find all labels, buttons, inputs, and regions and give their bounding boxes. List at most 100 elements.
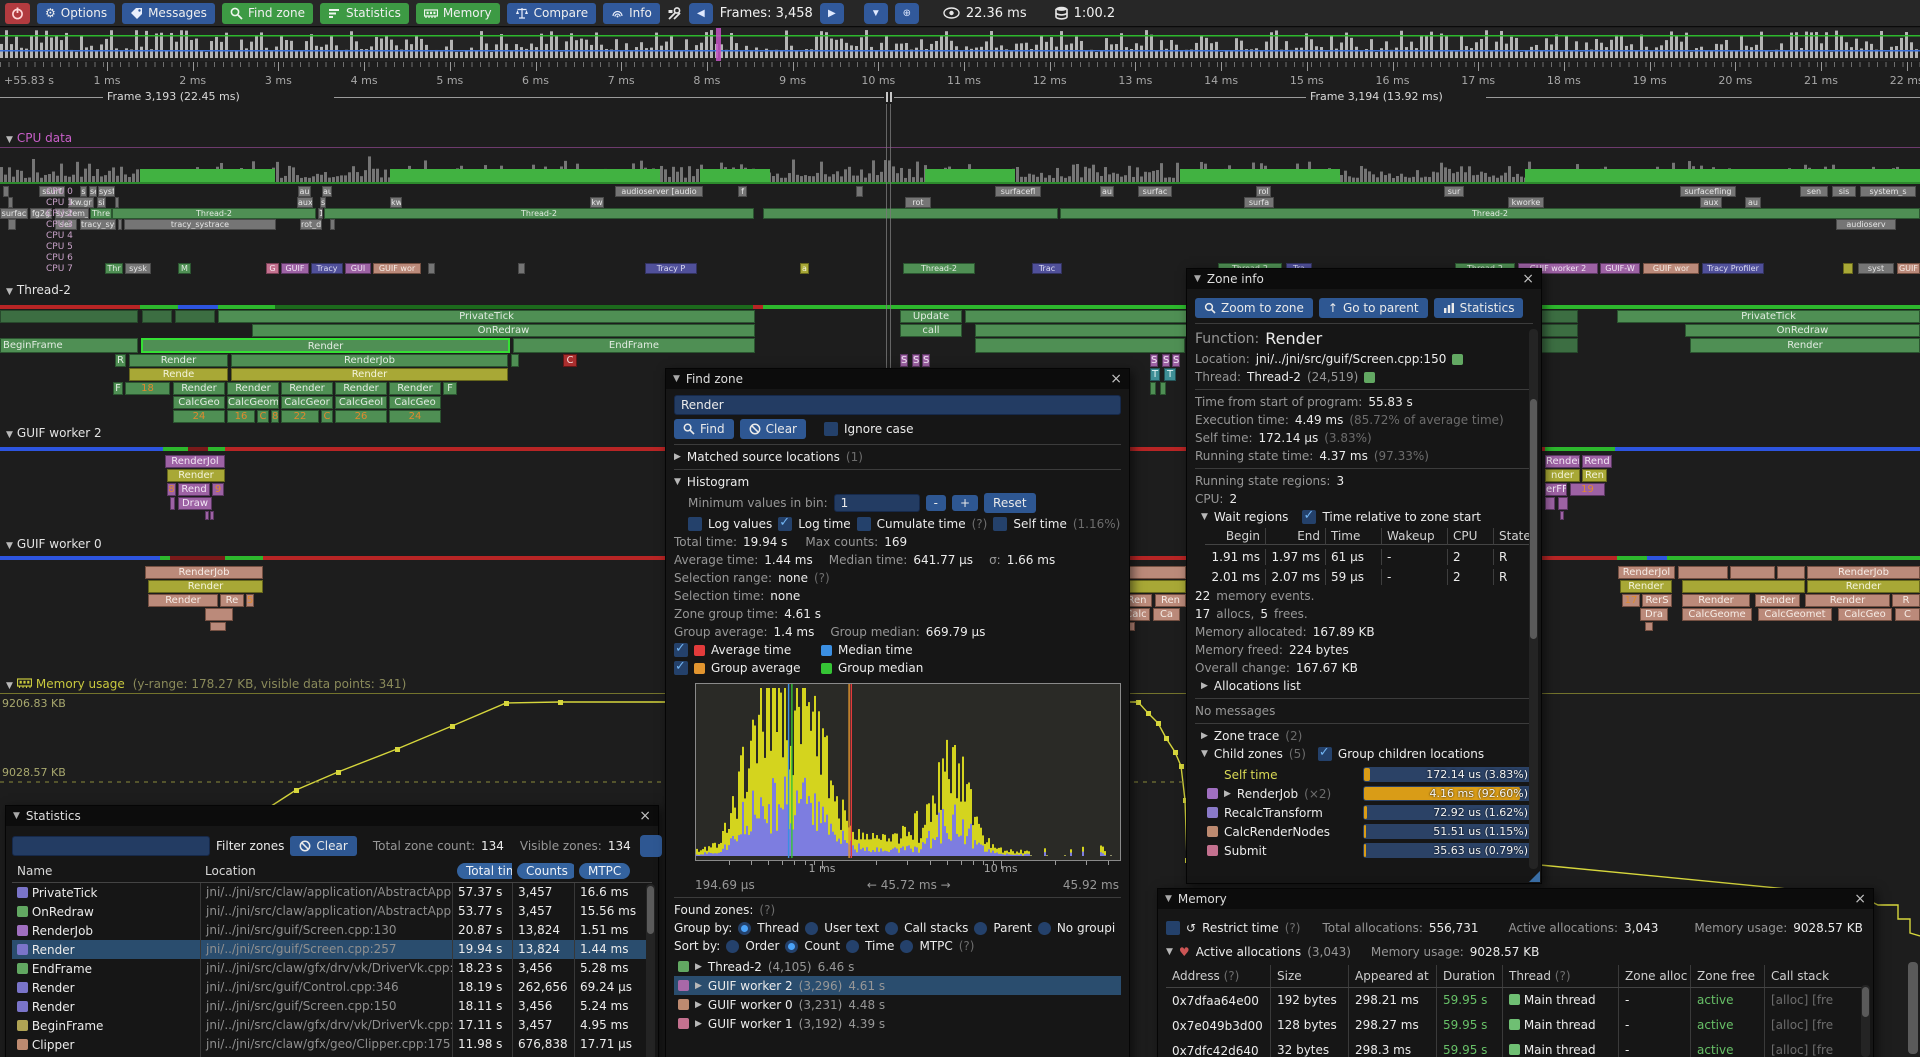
timeline-zone[interactable] (210, 511, 214, 520)
timeline-zone[interactable]: F (113, 382, 123, 395)
find-zone-histogram[interactable] (695, 683, 1121, 861)
timeline-zone[interactable]: Render (227, 382, 279, 395)
allocation-row[interactable]: 0x7e049b3d00 128 bytes 298.27 ms 59.95 s… (1166, 1013, 1865, 1038)
collapse-icon[interactable]: ▼ (1201, 512, 1208, 522)
decrease-button[interactable]: - (925, 495, 946, 511)
statistics-table-row[interactable]: BeginFrame jni/../jni/src/claw/gfx/drv/v… (12, 1016, 652, 1035)
timeline-zone[interactable]: CalcGeomet (1758, 608, 1832, 621)
timeline-zone[interactable] (142, 310, 172, 323)
timeline-zone[interactable] (205, 608, 233, 621)
timeline-zone[interactable] (118, 219, 122, 230)
statistics-table-row[interactable]: RenderJob jni/../jni/src/guif/Screen.cpp… (12, 921, 652, 940)
timeline-zone[interactable]: kw (590, 197, 604, 208)
timeline-zone[interactable] (1122, 580, 1186, 593)
timeline-zone[interactable]: tracy_syst (80, 219, 116, 230)
timeline-zone[interactable]: Render (129, 354, 228, 367)
filter-zones-input[interactable] (12, 836, 210, 856)
timeline-zone[interactable]: CalcGeo (389, 396, 441, 409)
timeline-zone[interactable]: surfa (1244, 197, 1274, 208)
timeline-zone[interactable]: system_s (1860, 186, 1916, 197)
statistics-table-row[interactable]: PrivateTick jni/../jni/src/claw/applicat… (12, 883, 652, 902)
timeline-zone[interactable]: Thread-2 (903, 263, 975, 274)
timeline-zone[interactable]: 22 (281, 410, 319, 423)
expand-icon[interactable]: ▶ (695, 1018, 702, 1029)
timeline-zone[interactable]: CalcGeome (1682, 608, 1752, 621)
timeline-zone[interactable]: s (320, 197, 326, 208)
timeline-zone[interactable]: Ren (1155, 594, 1186, 607)
timeline-zone[interactable]: Thre (90, 208, 112, 219)
timeline-zone[interactable]: Render (231, 368, 508, 381)
timeline-zone[interactable]: sis (1832, 186, 1856, 197)
timeline-zone[interactable]: Ren (1582, 469, 1607, 482)
statistics-table-row[interactable]: Clipper jni/../jni/src/claw/gfx/geo/Clip… (12, 1035, 652, 1054)
radio-thread[interactable] (738, 921, 752, 935)
allocations-list[interactable]: ▶ Allocations list (1201, 679, 1301, 693)
tools-icon[interactable] (667, 6, 682, 21)
column-total-time[interactable]: Total tim (457, 862, 512, 879)
child-zones-header[interactable]: ▼Child zones(5)Group children locations (1201, 745, 1533, 761)
timeline-zone[interactable] (170, 497, 175, 510)
crosshair-button[interactable]: ⊕ (894, 2, 919, 24)
call-stack-links[interactable]: [alloc] [fre (1764, 1038, 1865, 1057)
statistics-table-row[interactable]: EndFrame jni/../jni/src/claw/gfx/drv/vk/… (12, 959, 652, 978)
active-allocations-header[interactable]: ▼ ♥ Active allocations (3,043) Memory us… (1166, 945, 1540, 959)
timeline-zone[interactable]: OnRedraw (252, 324, 755, 337)
timeline-zone[interactable]: RenderJob (145, 566, 263, 579)
close-icon[interactable]: × (1522, 271, 1534, 287)
timeline-zone[interactable] (428, 263, 435, 274)
timeline-zone[interactable] (8, 219, 16, 230)
options-button[interactable]: ⚙ Options (37, 2, 116, 24)
radio-call-stacks[interactable] (885, 921, 899, 935)
timeline-zone[interactable]: Dra (1640, 608, 1668, 621)
timeline-zone[interactable]: 19 (1570, 483, 1605, 496)
main-scrollbar[interactable] (1908, 962, 1918, 1054)
child-zone-row[interactable]: ▶ Submit 35.63 us (0.79%) (1195, 841, 1533, 860)
timeline-zone[interactable]: S (900, 354, 908, 367)
timeline-zone[interactable]: GUIF (1897, 263, 1920, 274)
timeline-zone[interactable]: Render (389, 382, 441, 395)
timeline-zone[interactable]: C (1895, 608, 1920, 621)
radio-order[interactable] (726, 939, 740, 953)
timeline-zone[interactable]: f (738, 186, 747, 197)
radio-time[interactable] (846, 939, 860, 953)
increase-button[interactable]: + (951, 495, 979, 511)
timeline-zone[interactable]: OnRedraw (1685, 324, 1920, 337)
timeline-zone[interactable]: CalcGeo (1838, 608, 1892, 621)
timeline-zone[interactable] (511, 354, 519, 367)
show-group-average-checkbox[interactable] (674, 659, 688, 675)
timeline-zone[interactable]: R (1892, 594, 1920, 607)
timeline-zone[interactable]: rol (1256, 186, 1271, 197)
column-location[interactable]: Location (205, 863, 256, 878)
messages-button[interactable]: Messages (122, 2, 215, 24)
timeline-zone[interactable] (175, 310, 215, 323)
find-zone-window-titlebar[interactable]: ▼ Find zone × (666, 369, 1129, 389)
timeline-zone[interactable]: syst (1858, 263, 1894, 274)
timeline-zone[interactable] (1682, 580, 1805, 593)
zone-trace[interactable]: ▶ Zone trace (2) (1201, 729, 1303, 743)
zoom-to-zone-button[interactable]: Zoom to zone (1195, 298, 1313, 318)
timeline-zone[interactable]: GUI (345, 263, 371, 274)
timeline-zone[interactable]: call (900, 324, 962, 337)
timeline-zone[interactable] (1122, 566, 1186, 579)
timeline-zone[interactable]: RerS (1642, 594, 1672, 607)
cumulate-time-checkbox[interactable] (856, 517, 871, 531)
timeline-zone[interactable] (1160, 382, 1166, 395)
expand-icon[interactable]: ▶ (695, 999, 702, 1010)
column-name[interactable]: Name (17, 864, 53, 878)
timeline-zone[interactable] (1150, 382, 1156, 395)
timeline-zone[interactable]: C (563, 354, 577, 367)
timeline-zone[interactable]: M (178, 263, 191, 274)
timeline-zone[interactable]: erFF (1545, 483, 1567, 496)
timeline-zone[interactable]: S (1150, 354, 1158, 367)
timeline-zone[interactable]: 16 (227, 410, 255, 423)
timeline-zone[interactable]: RenderJ (1545, 455, 1580, 468)
cpu-data-section-label[interactable]: ▼ CPU data (6, 131, 73, 145)
timeline-zone[interactable]: rot (905, 197, 931, 208)
timeline-zone[interactable]: kworke (1508, 197, 1544, 208)
histogram-header[interactable]: ▼ Histogram (674, 475, 750, 489)
collapse-icon[interactable]: ▼ (1165, 894, 1172, 904)
timeline-zone[interactable]: tracy_systrace (124, 219, 276, 230)
timeline-zone[interactable] (1645, 622, 1653, 631)
call-stack-links[interactable]: [alloc] [fre (1764, 1013, 1865, 1038)
timeline-zone[interactable]: CalcGeome (227, 396, 279, 409)
